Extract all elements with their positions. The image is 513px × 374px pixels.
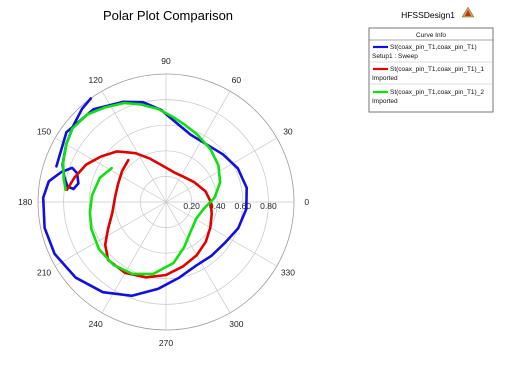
angle-tick-label: 60 (232, 75, 242, 85)
legend-series-name: St(coax_pin_T1,coax_pin_T1) (390, 44, 477, 51)
curves-group (41, 97, 248, 298)
radial-tick-label: 0.40 (209, 201, 226, 211)
radial-tick-label: 0.80 (260, 201, 277, 211)
angle-tick-label: 240 (89, 319, 103, 329)
legend-item-3[interactable]: St(coax_pin_T1,coax_pin_T1)_2 Imported (372, 89, 484, 105)
angle-tick-label: 120 (89, 75, 103, 85)
radial-tick-label: 0.20 (183, 201, 200, 211)
legend-title: Curve Info (416, 32, 446, 39)
legend-series-name: St(coax_pin_T1,coax_pin_T1)_1 (390, 66, 484, 73)
legend-item-2[interactable]: St(coax_pin_T1,coax_pin_T1)_1 Imported (369, 66, 493, 85)
legend-series-subtitle: Setup1 : Sweep (372, 53, 418, 60)
legend-series-subtitle: Imported (372, 75, 398, 82)
legend-series-subtitle: Imported (372, 98, 398, 105)
radial-tick-label: 0.60 (235, 201, 252, 211)
angle-tick-label: 90 (161, 56, 171, 66)
angle-tick-labels: 0 30 60 90 120 150 180 210 240 270 300 330 (18, 56, 309, 348)
angle-gridline (165, 201, 278, 267)
chart-title: Polar Plot Comparison (103, 8, 233, 23)
angle-tick-label: 0 (304, 197, 309, 207)
series-curve-3 (61, 101, 222, 276)
angle-tick-label: 270 (159, 338, 173, 348)
angle-gridline (165, 201, 231, 314)
angle-tick-label: 180 (18, 197, 32, 207)
angle-gridline (165, 137, 278, 203)
legend-box (368, 27, 494, 113)
radial-tick-labels: 0.20 0.40 0.60 0.80 (183, 201, 277, 211)
legend-item-1[interactable]: St(coax_pin_T1,coax_pin_T1) Setup1 : Swee… (369, 44, 493, 63)
angle-tick-label: 330 (281, 267, 295, 277)
legend-series-name: St(coax_pin_T1,coax_pin_T1)_2 (390, 89, 484, 96)
angle-tick-label: 210 (37, 267, 51, 277)
angle-gridline (165, 90, 231, 203)
curve-info-legend[interactable]: Curve Info St(coax_pin_T1,coax_pin_T1) Se… (368, 27, 494, 113)
polar-plot-area: 0 30 60 90 120 150 180 210 240 270 300 330 0.20 0.40… (18, 56, 309, 348)
angle-gridline (101, 90, 167, 203)
polar-grid (37, 73, 295, 331)
ansoft-logo-icon (461, 6, 475, 18)
series-curve-2 (65, 150, 213, 279)
angle-tick-label: 300 (229, 319, 243, 329)
angle-gridline (54, 201, 167, 267)
angle-tick-label: 30 (283, 127, 293, 137)
angle-tick-label: 150 (37, 127, 51, 137)
design-name: HFSSDesign1 (401, 10, 455, 20)
